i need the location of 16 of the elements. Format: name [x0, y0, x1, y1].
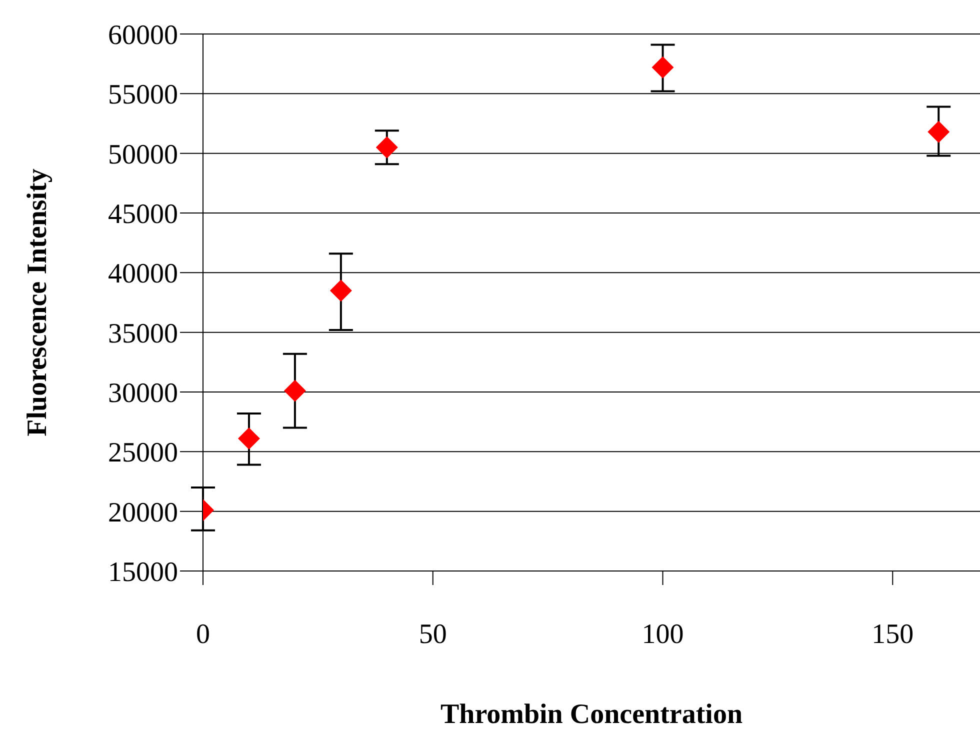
y-tick-label: 40000 [108, 258, 178, 290]
x-tick-label: 150 [872, 618, 914, 650]
x-tick-label: 100 [642, 618, 684, 650]
y-tick-label: 45000 [108, 198, 178, 230]
y-axis-title: Fluorescence Intensity [22, 168, 53, 436]
y-tick-label: 25000 [108, 438, 178, 469]
x-axis-title: Thrombin Concentration [440, 699, 743, 730]
y-tick-label: 15000 [108, 556, 178, 588]
y-tick-label: 50000 [108, 139, 178, 170]
y-tick-label: 30000 [108, 378, 178, 409]
y-tick-label: 35000 [108, 318, 178, 350]
y-tick-label: 20000 [108, 497, 178, 528]
y-tick-label: 55000 [108, 80, 178, 111]
y-tick-label: 60000 [108, 20, 178, 51]
x-tick-label: 0 [196, 618, 210, 650]
x-tick-label: 50 [418, 618, 447, 650]
